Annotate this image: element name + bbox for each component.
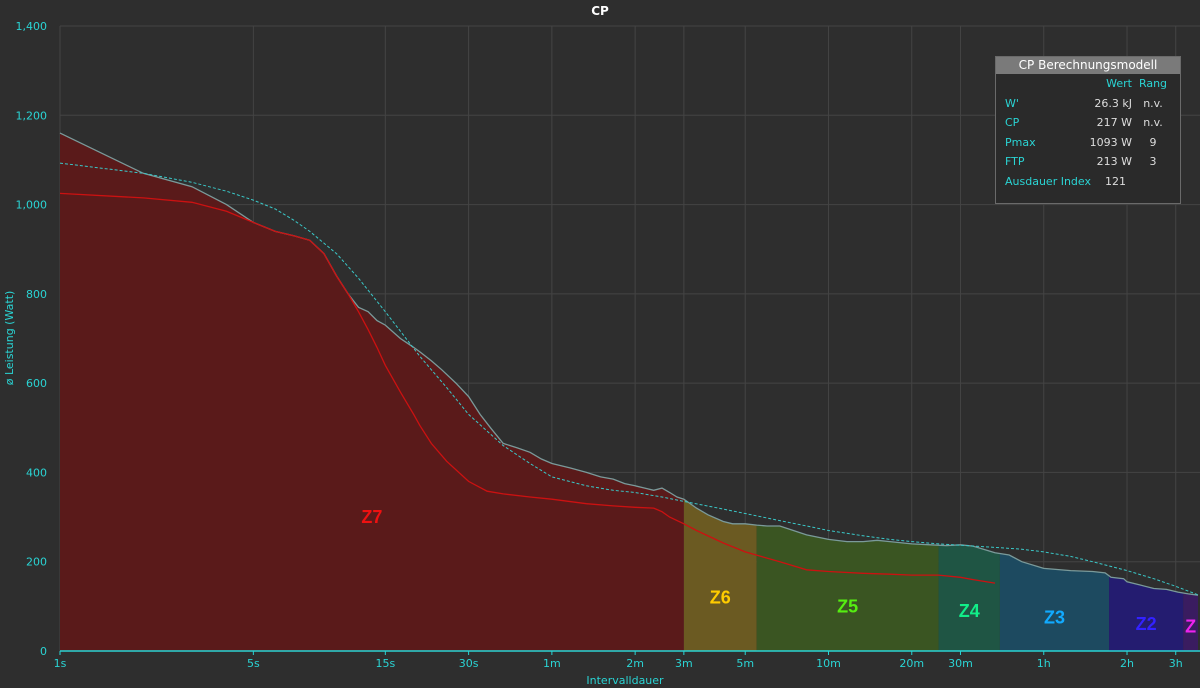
row-wprime: W' 26.3 kJ n.v. — [996, 94, 1180, 114]
x-axis-title: Intervalldauer — [586, 674, 664, 687]
col-rank-header: Rang — [1138, 77, 1168, 90]
row-label: FTP — [1005, 155, 1025, 168]
zone-label: Z6 — [710, 587, 731, 607]
zone-label: Z7 — [361, 507, 382, 527]
series-line — [59, 132, 1199, 596]
x-axis-ticks: 1s 5s 15s 30s 1m 2m 3m 5m 10m 20m 30m 1h 2h 3h — [54, 651, 1183, 670]
x-tick-label: 15s — [375, 657, 395, 670]
x-tick-label: 1s — [54, 657, 67, 670]
zone-label: Z5 — [837, 596, 858, 616]
row-rank: 9 — [1149, 135, 1157, 149]
y-axis-title: ø Leistung (Watt) — [3, 291, 16, 386]
x-tick-label: 1m — [543, 657, 561, 670]
x-tick-label: 5s — [247, 657, 260, 670]
y-tick-label: 1,400 — [16, 20, 48, 33]
row-value: 121 — [1105, 174, 1126, 188]
row-ftp: FTP 213 W 3 — [996, 152, 1180, 172]
cp-model-header-row: Wert Rang — [996, 74, 1180, 94]
zone-area — [1109, 575, 1184, 651]
zone-label: Z3 — [1044, 608, 1065, 628]
x-tick-label: 30m — [948, 657, 973, 670]
row-rank: n.v. — [1143, 116, 1163, 129]
zone-area — [60, 133, 684, 652]
row-value: 217 W — [1096, 116, 1132, 129]
row-cp: CP 217 W n.v. — [996, 113, 1180, 133]
y-tick-label: 200 — [26, 556, 47, 569]
zone-label: Z — [1185, 616, 1196, 636]
series-line — [59, 162, 1199, 596]
y-tick-label: 1,000 — [16, 199, 48, 212]
x-tick-label: 10m — [816, 657, 841, 670]
x-tick-label: 20m — [899, 657, 924, 670]
y-tick-label: 800 — [26, 288, 47, 301]
y-tick-label: 1,200 — [16, 109, 48, 122]
row-endurance-index: Ausdauer Index 121 — [996, 172, 1180, 192]
y-tick-label: 600 — [26, 377, 47, 390]
zone-label: Z2 — [1136, 614, 1157, 634]
zone-labels: Z7 Z6 Z5 Z4 Z3 Z2 Z — [361, 507, 1196, 636]
zone-area — [999, 553, 1110, 651]
cp-model-title: CP Berechnungsmodell — [996, 57, 1180, 74]
x-tick-label: 3m — [675, 657, 693, 670]
y-tick-label: 0 — [40, 645, 47, 658]
x-tick-label: 5m — [736, 657, 754, 670]
row-value: 213 W — [1096, 155, 1132, 168]
x-tick-label: 3h — [1169, 657, 1183, 670]
series-lines — [59, 132, 1199, 596]
cp-model-box: CP Berechnungsmodell Wert Rang W' 26.3 k… — [995, 56, 1181, 204]
row-rank: n.v. — [1143, 96, 1163, 110]
series-line — [59, 192, 996, 584]
zone-area — [756, 525, 939, 651]
row-label: W' — [1005, 96, 1019, 110]
x-tick-label: 1h — [1037, 657, 1051, 670]
zone-area — [1183, 593, 1198, 651]
row-label: CP — [1005, 116, 1020, 129]
row-value: 1093 W — [1089, 135, 1132, 149]
x-tick-label: 2h — [1120, 657, 1134, 670]
y-tick-label: 400 — [26, 466, 47, 479]
zone-label: Z4 — [959, 601, 980, 621]
zone-areas — [60, 133, 1198, 652]
x-tick-label: 2m — [626, 657, 644, 670]
row-value: 26.3 kJ — [1094, 96, 1132, 110]
row-pmax: Pmax 1093 W 9 — [996, 133, 1180, 153]
zone-area — [938, 544, 1000, 651]
row-rank: 3 — [1149, 155, 1157, 168]
zone-area — [683, 499, 757, 651]
y-axis-ticks: 0 200 400 600 800 1,000 1,200 1,400 — [16, 20, 48, 658]
col-value-header: Wert — [1106, 77, 1132, 90]
x-tick-label: 30s — [459, 657, 479, 670]
chart-title: CP — [591, 4, 609, 18]
row-label: Pmax — [1005, 135, 1036, 149]
row-label: Ausdauer Index — [1005, 174, 1091, 188]
